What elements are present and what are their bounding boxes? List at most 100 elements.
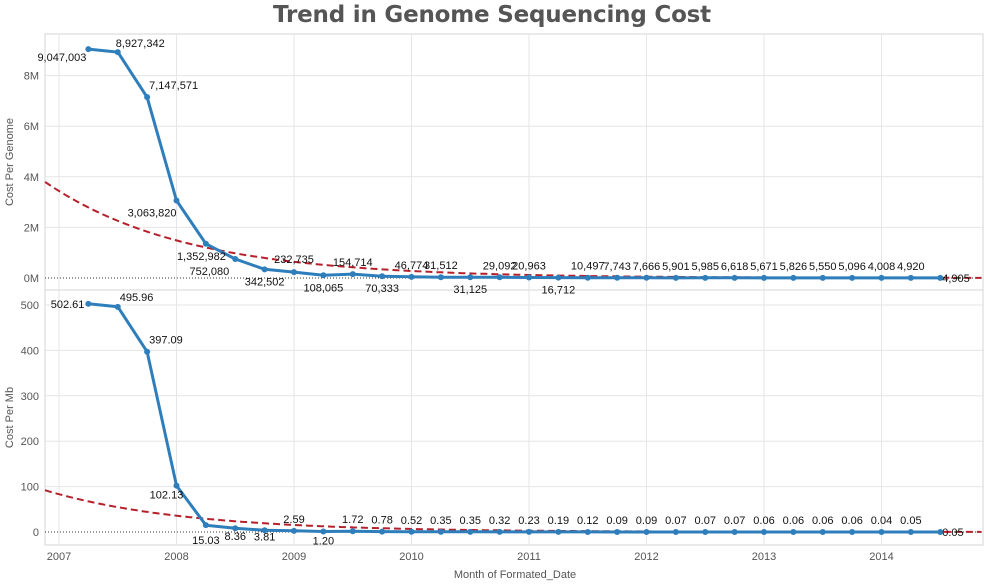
data-point (144, 348, 151, 355)
data-label: 0.52 (401, 515, 422, 527)
data-label: 0.35 (430, 515, 451, 527)
series-line (88, 47, 941, 280)
data-label: 46,774 (395, 260, 429, 272)
data-label: 4,905 (942, 273, 970, 285)
data-point (555, 274, 562, 281)
series-line (88, 302, 941, 534)
data-point (672, 528, 679, 535)
data-point (467, 274, 474, 281)
data-label: 1.72 (342, 514, 363, 526)
data-label: 0.19 (548, 515, 569, 527)
data-label: 0.12 (577, 515, 598, 527)
y-tick-label: 0 (33, 527, 39, 539)
data-label: 1.20 (313, 535, 334, 547)
data-label: 4,920 (897, 261, 925, 273)
x-tick-label: 2012 (634, 551, 658, 563)
data-label: 0.06 (753, 515, 774, 527)
data-label: 15.03 (192, 535, 220, 547)
data-point (790, 274, 797, 281)
x-tick-label: 2008 (164, 551, 188, 563)
data-label: 0.09 (636, 515, 657, 527)
data-label: 4,008 (868, 261, 896, 273)
data-label: 108,065 (303, 282, 343, 294)
data-point (584, 274, 591, 281)
data-point (643, 274, 650, 281)
data-label: 5,985 (691, 261, 719, 273)
data-label: 154,714 (333, 257, 373, 269)
data-point (761, 274, 767, 281)
y-tick-label: 100 (21, 482, 39, 494)
data-point (349, 528, 356, 535)
data-point (907, 274, 914, 281)
x-tick-label: 2009 (282, 551, 306, 563)
data-point (114, 303, 121, 310)
data-label: 0.05 (900, 515, 921, 527)
data-point (437, 528, 444, 535)
data-label: 9,047,003 (37, 52, 86, 64)
data-point (467, 528, 474, 535)
y-axis-label: Cost Per Mb (4, 387, 16, 448)
data-point (173, 482, 180, 489)
y-tick-label: 200 (21, 436, 39, 448)
data-point (261, 266, 268, 273)
data-point (408, 273, 415, 280)
data-point (349, 271, 356, 278)
data-point (790, 528, 797, 535)
y-tick-label: 6M (24, 121, 39, 133)
x-tick-label: 2014 (869, 551, 893, 563)
data-point (614, 274, 621, 281)
data-point (702, 274, 709, 281)
data-point (85, 300, 92, 307)
data-label: 0.32 (489, 515, 510, 527)
data-point (320, 528, 327, 535)
data-point (643, 528, 650, 535)
data-point (85, 46, 92, 53)
data-label: 0.04 (871, 515, 892, 527)
data-point (291, 527, 297, 534)
data-label: 0.07 (695, 515, 716, 527)
y-tick-label: 2M (24, 222, 39, 234)
panel-frame (44, 289, 984, 546)
data-point (232, 255, 239, 262)
data-point (937, 528, 944, 535)
data-label: 70,333 (365, 283, 399, 295)
data-point (320, 272, 327, 279)
data-label: 0.06 (812, 515, 833, 527)
data-point (731, 274, 738, 281)
y-tick-label: 500 (21, 300, 39, 312)
data-label: 0.05 (942, 527, 963, 539)
data-label: 20,963 (512, 260, 546, 272)
data-point (819, 528, 826, 535)
data-label: 0.23 (518, 515, 539, 527)
data-label: 752,080 (189, 266, 229, 278)
y-axis-label: Cost Per Genome (4, 118, 16, 206)
data-label: 102.13 (150, 490, 184, 502)
data-label: 232,735 (274, 254, 314, 266)
data-label: 8,927,342 (116, 38, 165, 50)
data-label: 31,512 (424, 260, 458, 272)
data-label: 502.61 (51, 299, 85, 311)
data-label: 7,147,571 (149, 80, 198, 92)
data-label: 397.09 (149, 335, 183, 347)
y-tick-label: 8M (24, 71, 39, 83)
data-label: 0.07 (724, 515, 745, 527)
data-point (144, 94, 151, 101)
data-label: 495.96 (120, 292, 154, 304)
data-point (614, 528, 621, 535)
data-point (114, 49, 121, 56)
data-point (761, 528, 767, 535)
data-label: 3.81 (254, 531, 275, 543)
data-point (555, 528, 562, 535)
data-point (907, 528, 914, 535)
data-label: 1,352,982 (177, 251, 226, 263)
x-tick-label: 2011 (517, 551, 541, 563)
data-point (849, 528, 856, 535)
x-tick-label: 2007 (47, 551, 71, 563)
data-label: 0.35 (460, 515, 481, 527)
y-tick-label: 300 (21, 391, 39, 403)
data-label: 5,901 (662, 261, 690, 273)
data-point (819, 274, 826, 281)
data-point (261, 527, 268, 534)
data-point (379, 273, 386, 280)
data-point (731, 528, 738, 535)
